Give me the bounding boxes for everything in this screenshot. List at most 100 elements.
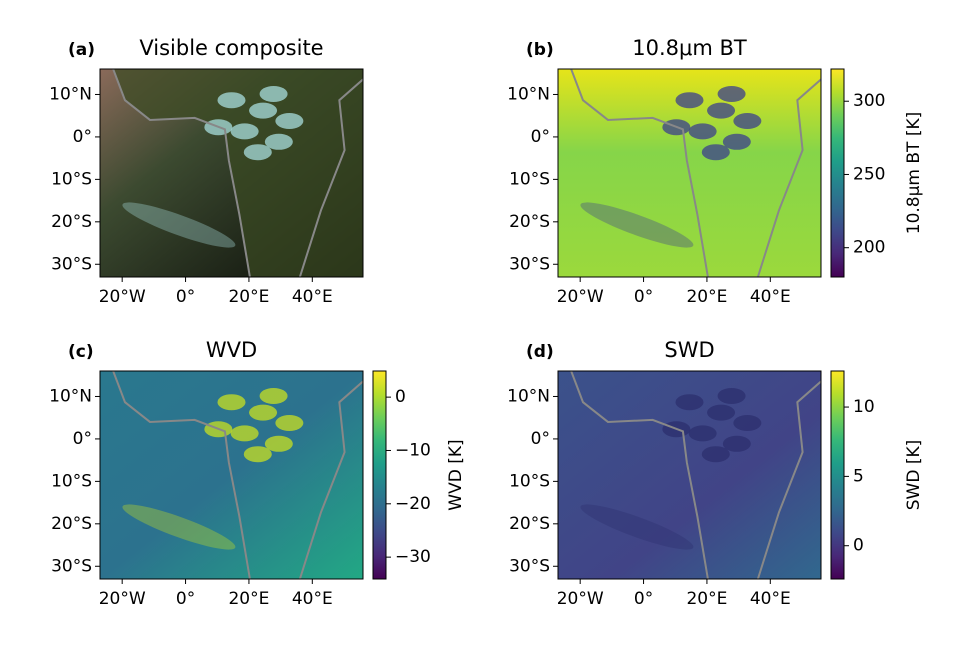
colorbar-label: SWD [K] [904,440,924,511]
cloud [675,394,704,411]
panel-label: (c) [68,342,94,362]
y-tick-label: 30°S [509,254,550,274]
cloud [707,404,736,421]
panel-label: (a) [68,40,95,60]
cloud [733,113,762,129]
colorbar-label: 10.8μm BT [K] [904,112,924,235]
y-tick-label: 10°N [507,386,550,406]
cloud [688,425,717,442]
x-tick-label: 40°E [750,589,791,609]
colorbar-tick-label: −30 [395,547,431,567]
y-tick-label: 10°S [509,471,550,491]
cloud [701,446,730,463]
cloud [688,123,717,140]
cloud [275,415,304,431]
y-tick-label: 10°S [51,471,92,491]
x-tick-label: 0° [176,287,195,307]
x-tick-label: 20°E [686,287,727,307]
panel-title: SWD [664,338,714,362]
y-tick-label: 30°S [51,556,92,576]
colorbar-tick-label: 200 [853,238,885,258]
cloud [259,85,288,102]
cloud-band [122,504,236,550]
panel-title: Visible composite [139,36,323,60]
x-tick-label: 20°E [686,589,727,609]
colorbar-tick-label: 250 [853,164,885,184]
cloud [230,123,259,140]
colorbar-tick-label: 5 [853,466,864,486]
cloud [733,415,762,431]
colorbar [372,370,387,580]
x-tick-label: 0° [176,589,195,609]
cloud-band [580,504,694,550]
cloud-band [580,202,694,248]
colorbar-tick-label: 0 [853,536,864,556]
cloud [243,446,272,463]
colorbar-tick-label: −20 [395,494,431,514]
y-tick-label: 0° [73,127,92,147]
x-tick-label: 40°E [292,287,333,307]
coastline [298,380,363,579]
x-tick-label: 0° [634,287,653,307]
y-tick-label: 0° [73,429,92,449]
colorbar [830,68,845,278]
cloud [717,387,746,404]
cloud [217,394,246,411]
panel-title: 10.8μm BT [632,36,747,60]
colorbar-tick-label: 10 [853,397,875,417]
cloud [275,113,304,129]
cloud [217,92,246,109]
y-tick-label: 20°S [51,212,92,232]
cloud [249,102,278,119]
cloud [675,92,704,109]
cloud [230,425,259,442]
y-tick-label: 10°S [509,169,550,189]
y-tick-label: 20°S [509,514,550,534]
y-tick-label: 0° [531,127,550,147]
y-tick-label: 30°S [51,254,92,274]
coastline [756,380,821,579]
axes-frame [99,370,364,580]
y-tick-label: 10°N [507,84,550,104]
map-image [100,371,363,579]
x-tick-label: 0° [634,589,653,609]
cloud [243,144,272,161]
map-image [558,69,821,277]
panel-label: (d) [526,342,554,362]
x-tick-label: 20°E [228,287,269,307]
cloud [701,144,730,161]
cloud [707,102,736,119]
cloud [722,435,751,452]
axes-frame [557,370,822,580]
map-image [100,69,363,277]
cloud [722,133,751,150]
x-tick-label: 20°W [99,589,146,609]
cloud-band [122,202,236,248]
x-tick-label: 40°E [750,287,791,307]
x-tick-label: 20°W [557,287,604,307]
axes-frame [99,68,364,278]
colorbar-tick-label: 0 [395,387,406,407]
colorbar [830,370,845,580]
cloud [249,404,278,421]
coastline [112,69,251,277]
y-tick-label: 0° [531,429,550,449]
x-tick-label: 20°E [228,589,269,609]
cloud [264,133,293,150]
panel-label: (b) [526,40,554,60]
coastline [570,371,709,579]
cloud [264,435,293,452]
y-tick-label: 20°S [51,514,92,534]
y-tick-label: 10°N [49,84,92,104]
coastline [756,78,821,277]
cloud [259,387,288,404]
coastline [570,69,709,277]
y-tick-label: 10°S [51,169,92,189]
colorbar-label: WVD [K] [446,439,466,510]
coastline [112,371,251,579]
colorbar-tick-label: −10 [395,440,431,460]
y-tick-label: 30°S [509,556,550,576]
cloud [717,85,746,102]
panel-title: WVD [206,338,257,362]
